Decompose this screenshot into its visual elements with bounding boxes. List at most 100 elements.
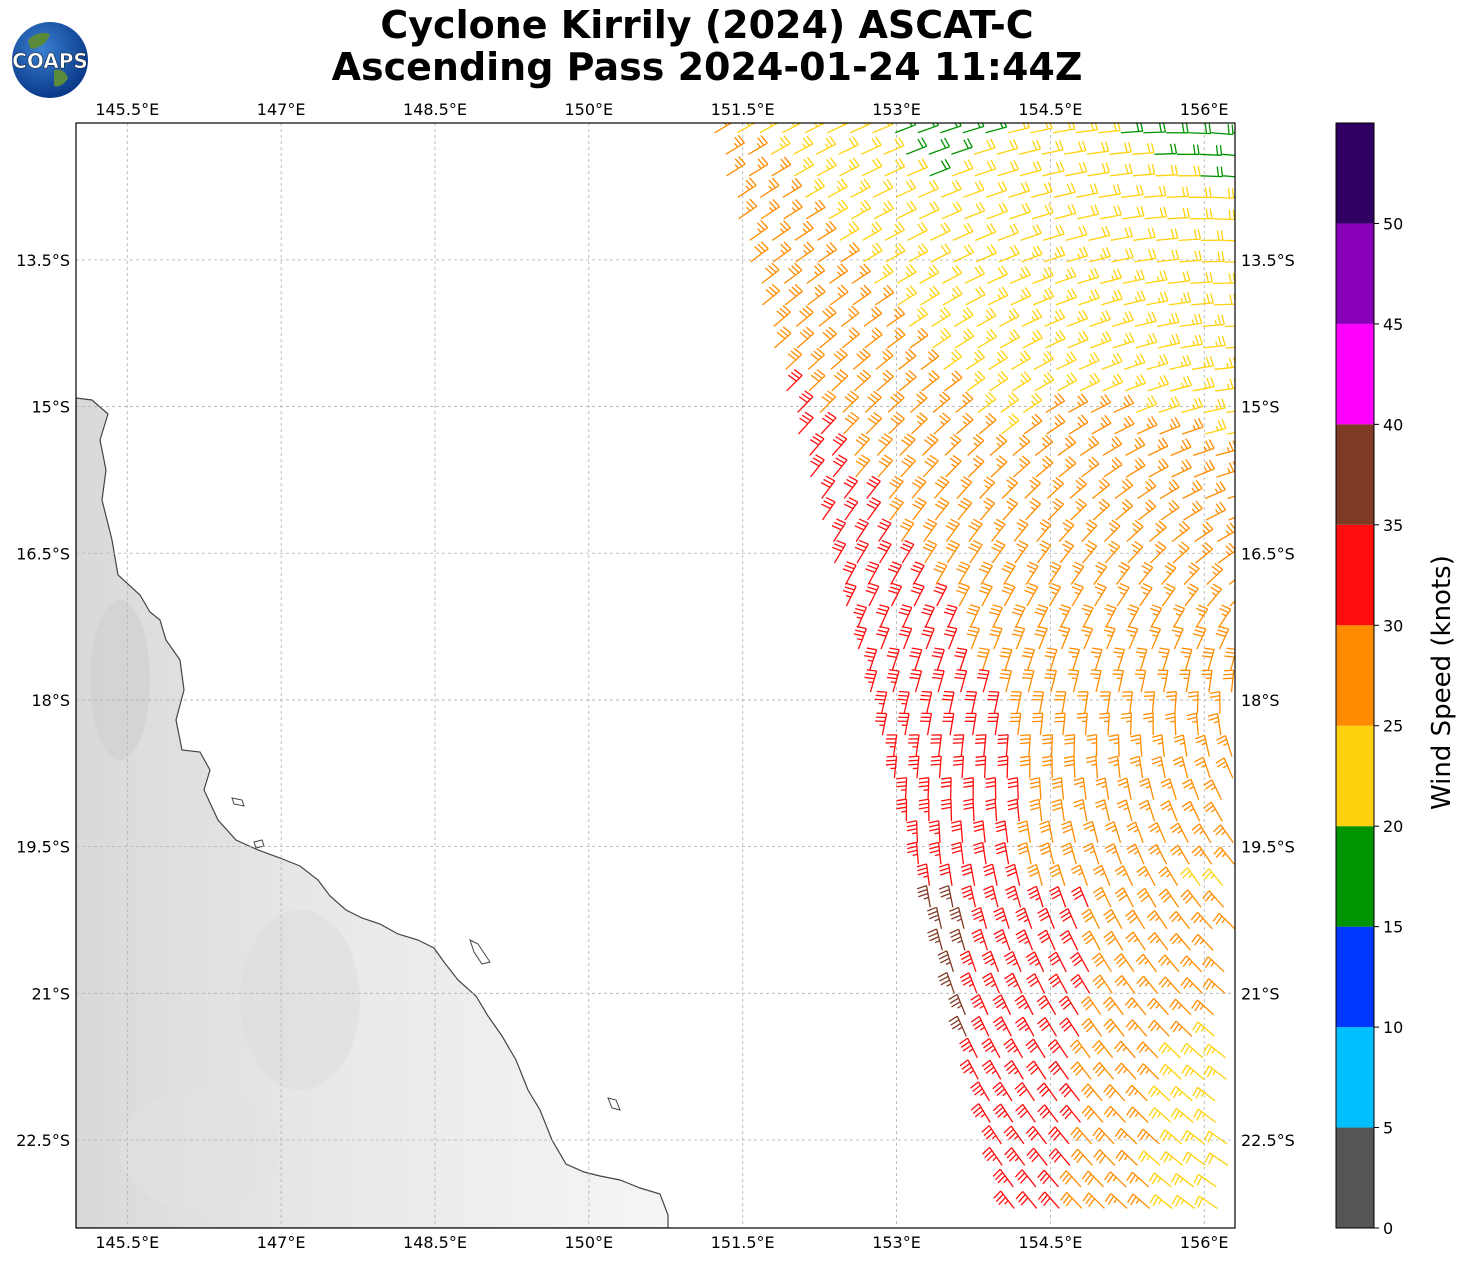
wind-barb: [1160, 778, 1177, 800]
wind-barb: [1034, 604, 1049, 628]
wind-barb: [956, 561, 971, 585]
wind-barb: [772, 241, 792, 263]
wind-barb: [1071, 886, 1089, 908]
wind-barb: [964, 265, 986, 284]
wind-barb: [1004, 972, 1023, 994]
wind-barb: [1021, 669, 1035, 693]
lon-tick-label-top: 151.5°E: [711, 100, 775, 119]
lat-tick-label-right: 19.5°S: [1241, 838, 1295, 857]
wind-barb: [1087, 162, 1110, 177]
lon-tick-label-top: 156°E: [1180, 100, 1229, 119]
wind-barb: [1109, 142, 1132, 155]
wind-barb: [807, 347, 826, 370]
wind-barb: [886, 306, 906, 327]
wind-barb: [1051, 798, 1065, 822]
lon-tick-label-top: 147°E: [257, 100, 306, 119]
wind-barb: [1052, 123, 1076, 134]
wind-barb: [991, 518, 1006, 542]
wind-barb: [1048, 561, 1062, 585]
wind-barb: [1137, 478, 1157, 500]
wind-barb: [961, 885, 977, 908]
wind-barb: [1126, 1171, 1150, 1188]
wind-barb: [1032, 266, 1054, 284]
logo-text: COAPS: [12, 49, 88, 73]
wind-barb: [1169, 998, 1192, 1016]
wind-barb: [1136, 1128, 1160, 1145]
wind-barb: [983, 885, 999, 908]
wind-barb: [1058, 1083, 1081, 1102]
wind-barb: [1081, 1017, 1103, 1037]
lat-tick-label-left: 15°S: [31, 398, 70, 417]
wind-barb: [842, 582, 857, 607]
lon-tick-label-top: 148.5°E: [403, 100, 467, 119]
wind-barb: [1144, 691, 1156, 714]
wind-barb: [1152, 734, 1165, 757]
wind-barb: [832, 539, 847, 564]
wind-barb: [1064, 734, 1076, 757]
wind-barb: [1022, 392, 1043, 413]
wind-barb: [1133, 227, 1156, 241]
wind-barb: [1093, 561, 1108, 585]
wind-barb: [968, 540, 983, 564]
wind-barb: [971, 907, 988, 929]
wind-barb: [1037, 1104, 1059, 1123]
wind-barb: [1048, 582, 1062, 607]
wind-barb: [1076, 204, 1100, 220]
wind-barb: [827, 178, 848, 198]
wind-barb: [970, 994, 989, 1016]
wind-barb: [747, 135, 768, 155]
wind-barb: [1070, 973, 1091, 994]
wind-barb: [1127, 540, 1144, 564]
wind-barb: [866, 475, 881, 499]
wind-barb: [1121, 712, 1132, 736]
wind-barb: [967, 455, 985, 478]
wind-barb: [997, 755, 1009, 779]
wind-barb: [896, 200, 917, 220]
lat-tick-label-right: 13.5°S: [1241, 251, 1295, 270]
wind-barb: [876, 433, 893, 456]
wind-barb: [1081, 1083, 1103, 1102]
wind-barb: [1181, 397, 1204, 414]
wind-barb: [1179, 867, 1201, 887]
wind-barb: [982, 972, 1000, 994]
wind-barb: [1136, 865, 1156, 887]
wind-barb: [817, 241, 838, 263]
wind-barb: [1179, 669, 1191, 693]
wind-barb: [1191, 356, 1215, 371]
wind-barb: [1189, 187, 1212, 198]
wind-barb: [928, 841, 942, 865]
wind-barb: [948, 993, 966, 1016]
wind-barb: [1045, 329, 1066, 349]
wind-barb: [954, 328, 975, 349]
wind-barb: [1012, 434, 1031, 456]
wind-barb: [1059, 908, 1078, 930]
wind-barb: [1029, 798, 1043, 822]
lat-tick-label-right: 21°S: [1241, 984, 1280, 1003]
wind-barb: [952, 734, 965, 757]
wind-barb: [888, 475, 904, 499]
wind-barb: [997, 160, 1020, 177]
wind-barb: [1089, 310, 1111, 328]
wind-barb: [1088, 247, 1111, 263]
wind-barb: [872, 179, 894, 198]
wind-barb: [1183, 500, 1203, 521]
wind-barb: [1192, 625, 1207, 650]
wind-barb: [1227, 431, 1235, 435]
wind-barb: [1180, 1042, 1204, 1059]
wind-barb: [773, 305, 791, 327]
wind-barb: [1014, 994, 1034, 1016]
wind-barb: [1126, 457, 1146, 478]
wind-barb: [1129, 755, 1144, 779]
wind-barb: [1091, 1040, 1114, 1059]
wind-barb: [1045, 392, 1066, 414]
wind-barb: [943, 349, 963, 370]
colorbar-bin: [1336, 826, 1374, 927]
wind-barb: [831, 369, 849, 392]
wind-barb: [931, 647, 945, 671]
wind-barb: [1011, 604, 1026, 628]
wind-barb: [1166, 186, 1190, 198]
wind-barb: [1115, 498, 1134, 521]
wind-barb: [1160, 1151, 1184, 1166]
wind-barb: [1098, 184, 1122, 198]
wind-barb: [1150, 604, 1163, 628]
